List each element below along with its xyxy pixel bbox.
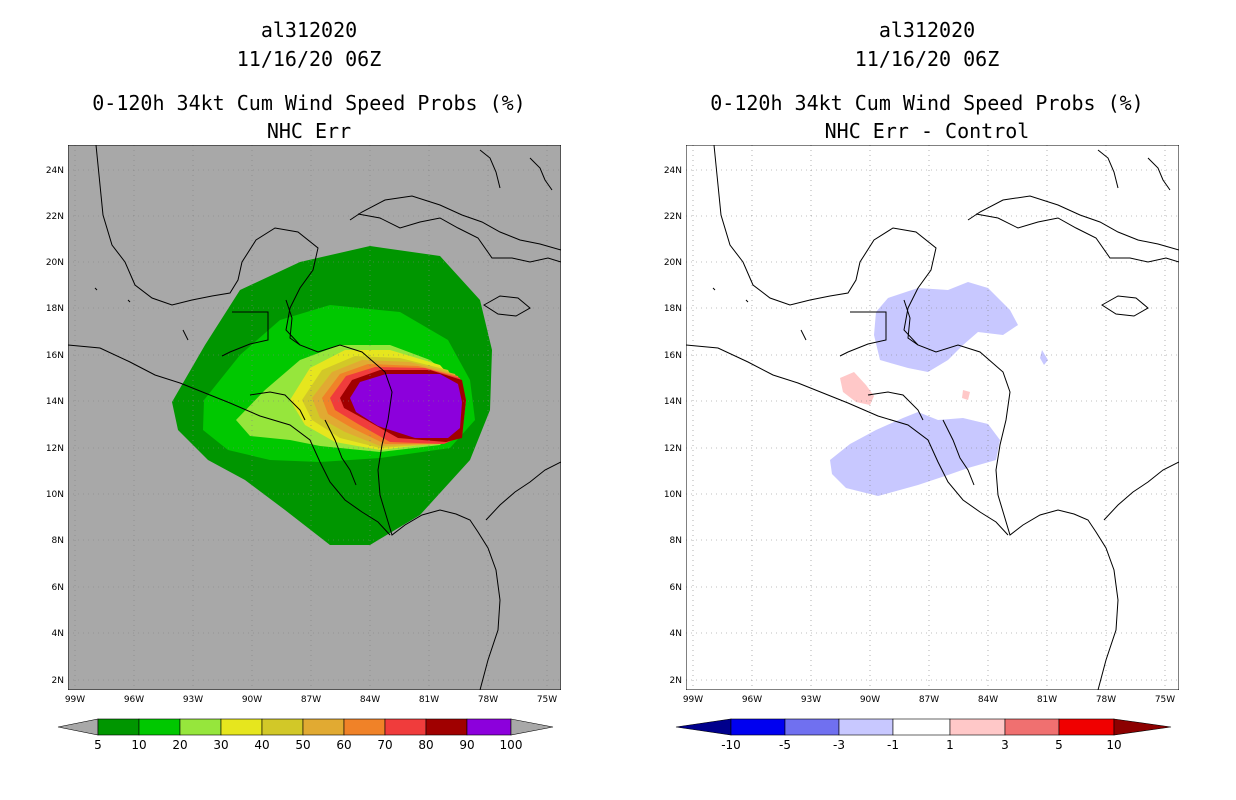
lat-label: 4N: [670, 629, 682, 639]
grid-lines: [68, 145, 561, 690]
colorbar-label: 30: [213, 738, 228, 752]
lat-axis-labels: 24N 22N 20N 18N 16N 14N 12N 10N 8N 6N 4N…: [664, 166, 682, 686]
lat-label: 2N: [52, 676, 64, 686]
lat-label: 2N: [670, 676, 682, 686]
colorbar-label: -3: [833, 738, 845, 752]
lon-axis-labels: 99W 96W 93W 90W 87W 84W 81W 78W 75W: [65, 695, 557, 705]
date-title: 11/16/20 06Z: [854, 47, 1000, 71]
lon-axis-labels: 99W 96W 93W 90W 87W 84W 81W 78W 75W: [683, 695, 1175, 705]
panel-probabilities: al312020 11/16/20 06Z 0-120h 34kt Cum Wi…: [46, 18, 561, 752]
probability-map: 99W 96W 93W 90W 87W 84W 81W 78W 75W 24N …: [46, 145, 561, 752]
lon-label: 96W: [124, 695, 144, 705]
lon-label: 78W: [478, 695, 498, 705]
colorbar-labels: 5 10 20 30 40 50 60 70 80 90 100: [94, 738, 522, 752]
lon-label: 93W: [183, 695, 203, 705]
colorbar-label: 50: [295, 738, 310, 752]
lon-label: 90W: [860, 695, 880, 705]
experiment-title: NHC Err: [266, 119, 352, 143]
panel-difference: al312020 11/16/20 06Z 0-120h 34kt Cum Wi…: [618, 0, 1236, 800]
lat-label: 16N: [46, 351, 64, 361]
prob-90-region: [350, 374, 462, 438]
map-background: [686, 145, 1179, 690]
lon-label: 75W: [1155, 695, 1175, 705]
product-title: 0-120h 34kt Cum Wind Speed Probs (%): [710, 91, 1144, 115]
lat-label: 18N: [664, 304, 682, 314]
colorbar-label: 20: [172, 738, 187, 752]
colorbar-label: 1: [946, 738, 954, 752]
lat-label: 18N: [46, 304, 64, 314]
storm-id-title: al312020: [260, 18, 358, 42]
lon-label: 93W: [801, 695, 821, 705]
lat-label: 22N: [664, 212, 682, 222]
colorbar-label: 80: [418, 738, 433, 752]
lon-label: 87W: [919, 695, 939, 705]
colorbar-label: 90: [459, 738, 474, 752]
diff-neg-1-region-small: [1040, 350, 1048, 365]
lon-label: 87W: [301, 695, 321, 705]
colorbar-label: 10: [1106, 738, 1121, 752]
lat-label: 6N: [52, 583, 64, 593]
colorbar-label: -1: [887, 738, 899, 752]
storm-id-title: al312020: [878, 18, 976, 42]
lat-label: 6N: [670, 583, 682, 593]
product-title: 0-120h 34kt Cum Wind Speed Probs (%): [92, 91, 526, 115]
colorbar-label: 60: [336, 738, 351, 752]
difference-map: 99W 96W 93W 90W 87W 84W 81W 78W 75W 24N …: [664, 145, 1179, 752]
coastlines: [686, 145, 1179, 690]
lat-label: 14N: [664, 397, 682, 407]
lon-label: 81W: [1037, 695, 1057, 705]
lat-axis-labels: 24N 22N 20N 18N 16N 14N 12N 10N 8N 6N 4N…: [46, 166, 64, 686]
lat-label: 8N: [52, 536, 64, 546]
lat-label: 20N: [664, 258, 682, 268]
colorbar-label: -10: [721, 738, 741, 752]
colorbar-label: 70: [377, 738, 392, 752]
colorbar-label: 5: [94, 738, 102, 752]
lon-label: 78W: [1096, 695, 1116, 705]
colorbar: [57, 718, 554, 736]
colorbar-label: 10: [131, 738, 146, 752]
grid-lines: [686, 145, 1179, 690]
colorbar-label: 5: [1055, 738, 1063, 752]
lon-label: 96W: [742, 695, 762, 705]
lat-label: 20N: [46, 258, 64, 268]
colorbar-labels: -10 -5 -3 -1 1 3 5 10: [721, 738, 1121, 752]
lon-label: 84W: [360, 695, 380, 705]
lon-label: 75W: [537, 695, 557, 705]
diff-neg-1-region-south: [830, 412, 1000, 496]
lat-label: 12N: [46, 444, 64, 454]
lat-label: 8N: [670, 536, 682, 546]
diff-pos-1-region-small: [962, 390, 970, 400]
lon-label: 99W: [683, 695, 703, 705]
colorbar-label: -5: [779, 738, 791, 752]
lat-label: 24N: [664, 166, 682, 176]
lon-label: 99W: [65, 695, 85, 705]
lon-label: 81W: [419, 695, 439, 705]
diff-pos-1-region: [840, 372, 874, 405]
lon-label: 84W: [978, 695, 998, 705]
lat-label: 10N: [46, 490, 64, 500]
lat-label: 10N: [664, 490, 682, 500]
lat-label: 16N: [664, 351, 682, 361]
colorbar-label: 3: [1001, 738, 1009, 752]
lat-label: 24N: [46, 166, 64, 176]
lat-label: 14N: [46, 397, 64, 407]
coastlines: [68, 145, 561, 690]
colorbar: [675, 718, 1172, 736]
experiment-title: NHC Err - Control: [824, 119, 1030, 143]
lat-label: 4N: [52, 629, 64, 639]
date-title: 11/16/20 06Z: [236, 47, 382, 71]
colorbar-label: 40: [254, 738, 269, 752]
lat-label: 12N: [664, 444, 682, 454]
lat-label: 22N: [46, 212, 64, 222]
colorbar-label: 100: [500, 738, 523, 752]
lon-label: 90W: [242, 695, 262, 705]
